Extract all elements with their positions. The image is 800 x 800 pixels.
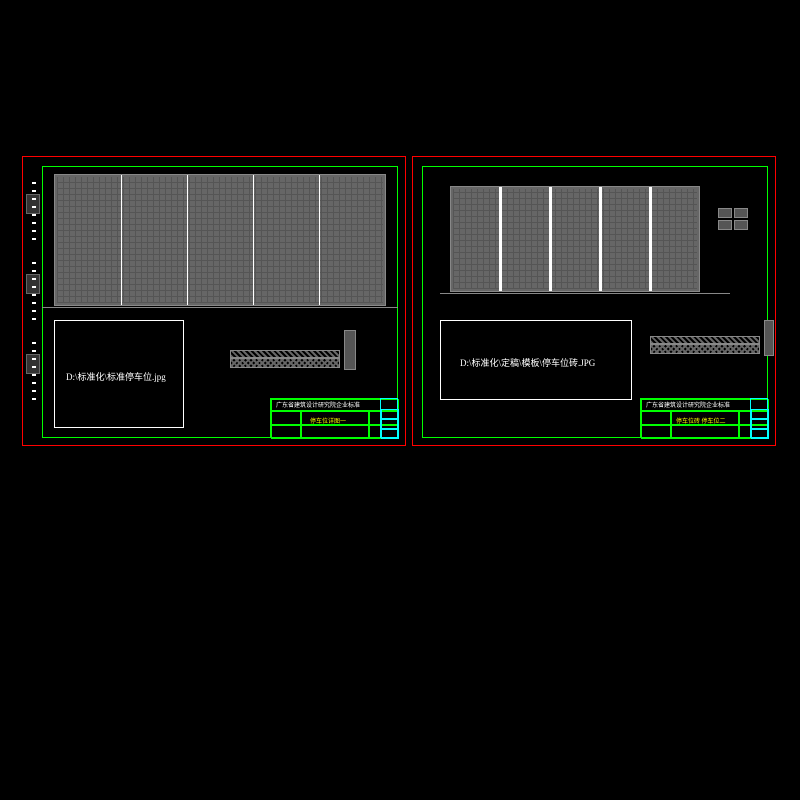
image-path-left: D:\标准化\标准停车位.jpg [66, 370, 166, 383]
section-detail-left-2 [230, 358, 340, 368]
reg-marks [32, 180, 36, 240]
brick-detail [718, 208, 750, 232]
title-mid-right: 停车位砖 停车位二 [676, 416, 726, 425]
rev-box-right [750, 398, 768, 438]
section-detail-right [650, 336, 760, 344]
parking-plan-left [54, 174, 386, 306]
title-header-left: 广东省建筑设计研究院企业标准 [276, 400, 360, 409]
section-detail-left [230, 350, 340, 358]
column-detail-right [764, 320, 774, 356]
title-mid-left: 停车位详图一 [310, 416, 346, 425]
column-detail-left [344, 330, 356, 370]
parking-plan-right [450, 186, 700, 292]
ground-line-right [440, 293, 730, 294]
reg-marks [32, 340, 36, 400]
image-path-right: D:\标准化\定稿\模板\停车位砖.JPG [460, 356, 595, 369]
ground-line-left [42, 307, 398, 308]
reg-marks [32, 260, 36, 320]
section-detail-right-2 [650, 344, 760, 354]
rev-box-left [380, 398, 398, 438]
title-header-right: 广东省建筑设计研究院企业标准 [646, 400, 730, 409]
